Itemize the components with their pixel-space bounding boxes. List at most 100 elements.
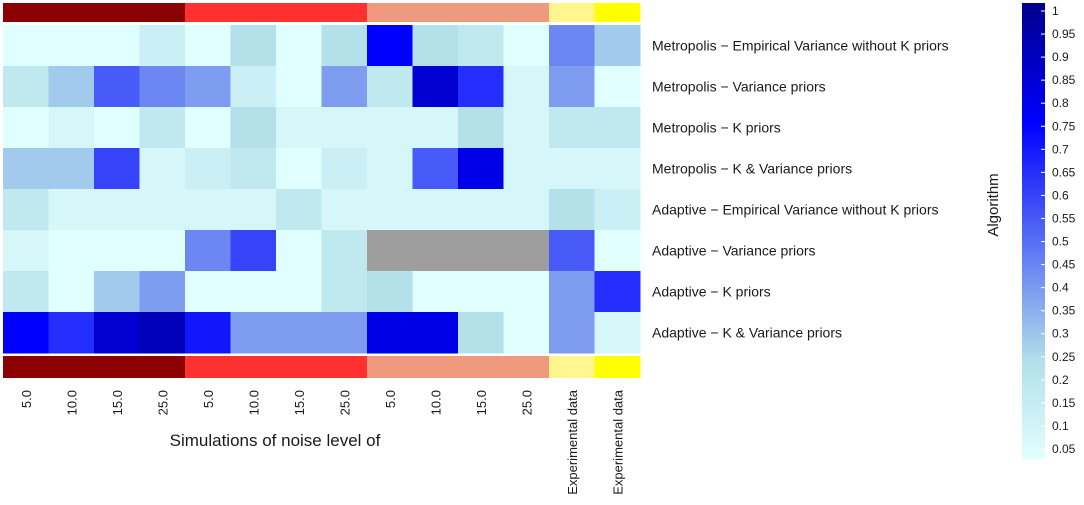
top-group-cell (48, 3, 95, 22)
column-tick-label: Experimental data (610, 389, 625, 495)
heatmap-cell (139, 66, 186, 108)
legend-tick-label: 0.35 (1052, 304, 1076, 318)
legend-tick-label: 0.15 (1052, 396, 1076, 410)
legend-tick-label: 0.85 (1052, 73, 1076, 87)
heatmap-cell (458, 148, 504, 190)
heatmap-cell (48, 66, 95, 108)
heatmap-cell (276, 148, 322, 190)
column-tick-label: 15.0 (292, 390, 307, 415)
heatmap-cell (48, 271, 95, 313)
heatmap-cell (503, 148, 550, 190)
heatmap-cell (367, 25, 413, 67)
heatmap-cell (3, 271, 49, 313)
row-label: Metropolis − K priors (652, 120, 781, 136)
row-label: Adaptive − Empirical Variance without K … (652, 202, 938, 218)
legend-tick-label: 0.3 (1052, 327, 1069, 341)
heatmap-cell (185, 271, 231, 313)
heatmap-cell (48, 25, 95, 67)
column-tick-label: 25.0 (337, 390, 352, 415)
bottom-group-cell (48, 356, 95, 378)
column-tick-label: 5.0 (383, 390, 398, 408)
heatmap-cell (549, 107, 595, 149)
heatmap-cell (230, 107, 277, 149)
heatmap-cell (503, 230, 550, 272)
heatmap-cell (549, 271, 595, 313)
top-group-cell (94, 3, 140, 22)
heatmap-cell (48, 189, 95, 231)
heatmap-cell (458, 66, 504, 108)
heatmap-cell (458, 107, 504, 149)
heatmap-cell (94, 25, 140, 67)
heatmap-cell (276, 312, 322, 354)
column-tick-label: 5.0 (201, 390, 216, 408)
heatmap-cell (458, 271, 504, 313)
heatmap-cell (594, 107, 641, 149)
heatmap-cell (549, 230, 595, 272)
heatmap-cell (458, 312, 504, 354)
heatmap-cell (185, 148, 231, 190)
heatmap-cell (139, 148, 186, 190)
heatmap-cell (185, 25, 231, 67)
heatmap-cell (139, 271, 186, 313)
legend-tick-label: 0.4 (1052, 281, 1069, 295)
heatmap-grid (3, 25, 641, 354)
bottom-group-cell (321, 356, 368, 378)
legend-tick-label: 0.05 (1052, 442, 1076, 456)
heatmap-cell (367, 189, 413, 231)
heatmap-cell (3, 66, 49, 108)
top-group-cell (412, 3, 459, 22)
heatmap-cell (458, 189, 504, 231)
heatmap-cell (230, 189, 277, 231)
legend-tick-label: 0.55 (1052, 211, 1076, 225)
legend-tick-label: 0.95 (1052, 27, 1076, 41)
heatmap-cell (412, 25, 459, 67)
heatmap-cell (412, 107, 459, 149)
legend-tick-label: 0.25 (1052, 350, 1076, 364)
heatmap-cell (230, 148, 277, 190)
heatmap-cell (3, 107, 49, 149)
heatmap-cell (139, 312, 186, 354)
legend-tick-label: 1 (1052, 4, 1059, 18)
heatmap-cell (367, 312, 413, 354)
heatmap-cell (594, 230, 641, 272)
heatmap-cell (412, 148, 459, 190)
heatmap-cell (276, 230, 322, 272)
heatmap-cell (230, 312, 277, 354)
top-group-cell (549, 3, 595, 22)
legend-tick-label: 0.45 (1052, 258, 1076, 272)
bottom-group-cell (458, 356, 504, 378)
column-tick-label: 15.0 (110, 390, 125, 415)
heatmap-cell (94, 230, 140, 272)
heatmap-cell (230, 271, 277, 313)
heatmap-cell (321, 66, 368, 108)
top-group-cell (458, 3, 504, 22)
bottom-group-cell (549, 356, 595, 378)
bottom-group-cell (185, 356, 231, 378)
bottom-group-cell (594, 356, 641, 378)
heatmap-cell (549, 189, 595, 231)
heatmap-cell (94, 312, 140, 354)
legend-tick-label: 0.5 (1052, 235, 1069, 249)
heatmap-cell (139, 189, 186, 231)
top-group-cell (139, 3, 186, 22)
heatmap-cell (321, 148, 368, 190)
bottom-group-cell (367, 356, 413, 378)
heatmap-cell (594, 189, 641, 231)
heatmap-cell (594, 312, 641, 354)
bottom-group-cell (94, 356, 140, 378)
heatmap-cell (367, 148, 413, 190)
top-group-cell (276, 3, 322, 22)
row-label: Adaptive − K & Variance priors (652, 325, 842, 341)
heatmap-cell (503, 107, 550, 149)
heatmap-cell (321, 189, 368, 231)
top-group-cell (230, 3, 277, 22)
heatmap-cell (185, 312, 231, 354)
heatmap-cell (139, 25, 186, 67)
heatmap-cell (503, 66, 550, 108)
legend-tick-label: 0.2 (1052, 373, 1069, 387)
legend-tick-label: 0.7 (1052, 142, 1069, 156)
bottom-group-cell (139, 356, 186, 378)
heatmap-cell (276, 271, 322, 313)
heatmap-cell (321, 107, 368, 149)
